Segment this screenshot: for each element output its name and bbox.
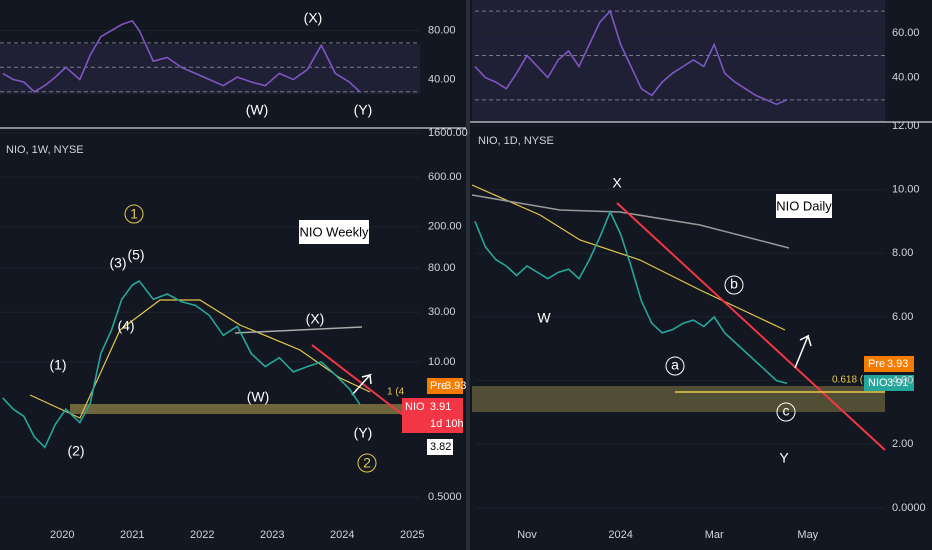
trend-line bbox=[234, 326, 363, 334]
price-tag bbox=[864, 375, 914, 391]
wave-label: Y bbox=[779, 450, 789, 466]
y-tick-label: 80.00 bbox=[428, 262, 456, 274]
y-tick-label: 600.00 bbox=[428, 171, 462, 183]
wave-label: b bbox=[730, 276, 738, 292]
price-tag bbox=[427, 378, 463, 394]
series-line bbox=[474, 9, 788, 106]
fib-label: 0.618 (3 bbox=[832, 375, 869, 386]
price-tag-text: Pre bbox=[868, 358, 885, 370]
y-tick-label: 40.00 bbox=[892, 72, 920, 84]
arrow bbox=[351, 373, 373, 396]
wave-label: X bbox=[612, 175, 622, 191]
wave-label: (Y) bbox=[354, 425, 373, 441]
price-tag-text: 3.93 bbox=[445, 380, 466, 392]
label-box-text: NIO Weekly bbox=[299, 224, 369, 239]
y-tick-label: 10.00 bbox=[428, 356, 456, 368]
wave-label: W bbox=[537, 310, 551, 326]
y-tick-label: 6.00 bbox=[892, 311, 913, 323]
label-box-text: NIO Daily bbox=[776, 198, 832, 213]
y-tick-label: 10.00 bbox=[892, 183, 920, 195]
y-tick-label: 30.00 bbox=[428, 306, 456, 318]
x-tick-label: May bbox=[797, 529, 818, 541]
moving-average bbox=[471, 194, 790, 249]
y-tick-label: 80.00 bbox=[428, 24, 456, 36]
x-tick-label: 2024 bbox=[608, 529, 632, 541]
price-tag bbox=[402, 398, 463, 433]
wave-label: (Y) bbox=[354, 102, 373, 118]
price-tag-text: NIO bbox=[868, 377, 888, 389]
x-tick-label: Mar bbox=[705, 529, 724, 541]
y-tick-label: 0.0000 bbox=[892, 502, 926, 514]
wave-circle bbox=[776, 402, 796, 422]
price-tag bbox=[427, 439, 453, 455]
wave-label: c bbox=[783, 403, 790, 419]
divider bbox=[466, 0, 470, 550]
support-zone bbox=[70, 404, 420, 414]
wave-label: (X) bbox=[304, 10, 323, 26]
wave-circle bbox=[665, 356, 685, 376]
series-line bbox=[474, 209, 788, 385]
support-zone bbox=[472, 386, 885, 412]
x-tick-label: 2025 bbox=[400, 529, 424, 541]
wave-label: (W) bbox=[247, 389, 270, 405]
y-tick-label: 1600.00 bbox=[428, 127, 468, 139]
wave-label: 1 bbox=[130, 206, 138, 222]
wave-label: (2) bbox=[67, 443, 84, 459]
y-tick-label: 8.00 bbox=[892, 247, 913, 259]
label-box bbox=[776, 194, 832, 218]
price-tag-text: 3.91 bbox=[887, 377, 908, 389]
x-tick-label: 2024 bbox=[330, 529, 354, 541]
wave-label: 2 bbox=[363, 455, 371, 471]
label-box bbox=[299, 220, 369, 244]
x-tick-label: Nov bbox=[517, 529, 537, 541]
rsi-zone bbox=[0, 44, 420, 94]
y-tick-label: 2.00 bbox=[892, 438, 913, 450]
price-tag-text: 1d 10h bbox=[430, 418, 464, 430]
price-tag-text: Pre bbox=[430, 380, 447, 392]
wave-label: (1) bbox=[49, 357, 66, 373]
y-tick-label: 200.00 bbox=[428, 221, 462, 233]
series-line bbox=[2, 19, 361, 93]
chart-title: NIO, 1W, NYSE bbox=[6, 144, 84, 156]
rsi-zone bbox=[472, 0, 885, 122]
arrow bbox=[794, 334, 812, 369]
series-line bbox=[2, 279, 361, 449]
y-tick-label: 12.00 bbox=[892, 120, 920, 132]
x-tick-label: 2020 bbox=[50, 529, 74, 541]
moving-average bbox=[471, 184, 786, 331]
fib-label: 1 (4 bbox=[387, 387, 405, 398]
y-tick-label: 60.00 bbox=[892, 27, 920, 39]
price-tag-text: 3.82 bbox=[430, 441, 451, 453]
wave-circle bbox=[357, 453, 377, 473]
wave-label: (3) bbox=[109, 255, 126, 271]
wave-label: (5) bbox=[127, 247, 144, 263]
price-tag-text: NIO bbox=[405, 401, 425, 413]
trend-line bbox=[616, 202, 886, 451]
price-tag-text: 3.91 bbox=[430, 401, 451, 413]
price-tag bbox=[864, 356, 914, 372]
x-tick-label: 2022 bbox=[190, 529, 214, 541]
x-tick-label: 2023 bbox=[260, 529, 284, 541]
price-tag-text: 3.93 bbox=[887, 358, 908, 370]
wave-circle bbox=[124, 204, 144, 224]
wave-circle bbox=[724, 275, 744, 295]
y-tick-label: 0.5000 bbox=[428, 491, 462, 503]
wave-label: (4) bbox=[117, 318, 134, 334]
y-tick-label: 4.00 bbox=[892, 374, 913, 386]
y-tick-label: 40.00 bbox=[428, 73, 456, 85]
wave-label: (X) bbox=[306, 311, 325, 327]
chart-title: NIO, 1D, NYSE bbox=[478, 135, 554, 147]
x-tick-label: 2021 bbox=[120, 529, 144, 541]
wave-label: a bbox=[671, 357, 679, 373]
wave-label: (W) bbox=[246, 102, 269, 118]
